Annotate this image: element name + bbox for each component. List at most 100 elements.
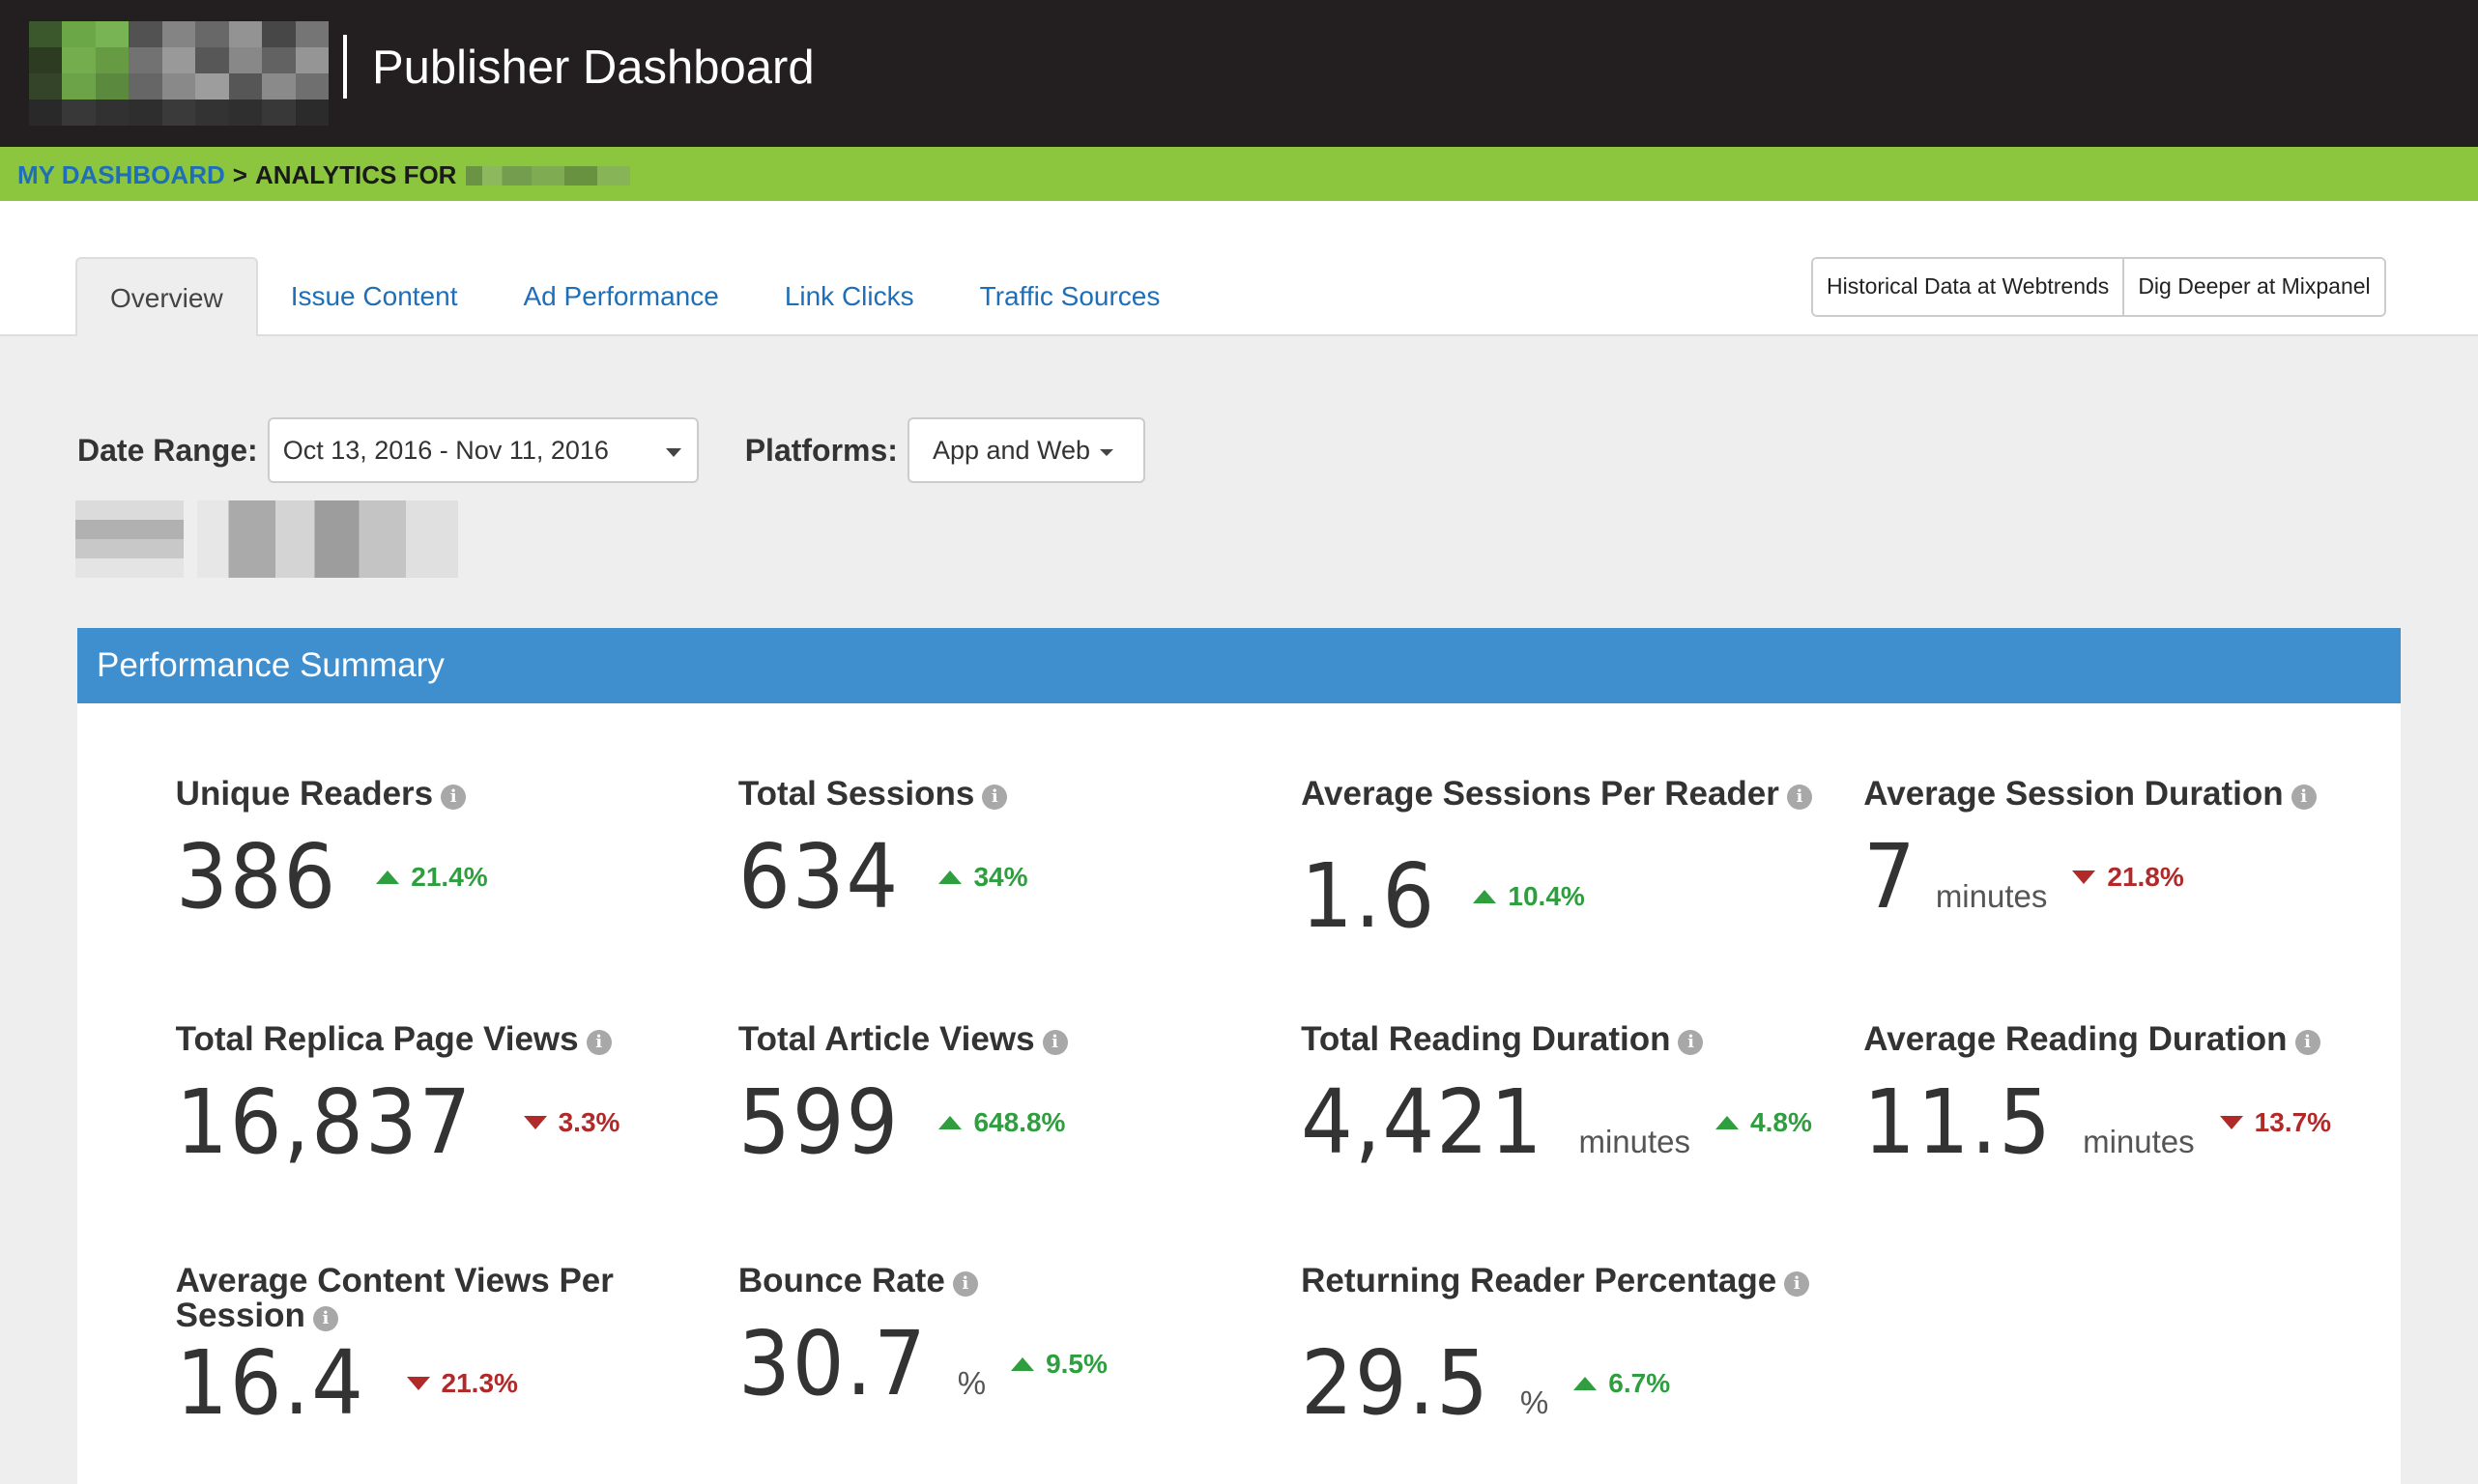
top-header: Publisher Dashboard [0,0,2478,147]
metric-label: Average Session Duration i [1863,777,2385,812]
metric-change-value: 10.4% [1508,880,1585,911]
breadcrumb-bar: MY DASHBOARD > ANALYTICS FOR [0,147,2478,201]
triangle-down-icon [406,1376,430,1390]
metric-change: 4.8% [1715,1107,1812,1138]
metric-change: 10.4% [1473,880,1585,912]
breadcrumb-home-link[interactable]: MY DASHBOARD [17,160,225,189]
logo-pixel [195,21,229,47]
redacted-publication-name [466,165,631,186]
logo-pixel [62,100,96,126]
redacted-block [197,500,458,578]
metric-label-text: Total Replica Page Views [175,1020,579,1058]
app-title: Publisher Dashboard [372,42,815,94]
logo-pixel [29,100,63,126]
metric-change: 9.5% [1011,1349,1108,1380]
tab-traffic-sources[interactable]: Traffic Sources [979,281,1161,311]
metric-value-row: 634 34% [738,825,1028,928]
triangle-up-icon [1011,1356,1035,1371]
info-circle-icon[interactable]: i [952,1271,978,1297]
metric-value-row: 16.4 21.3% [176,1331,518,1435]
logo-pixel [195,100,229,126]
metric-value: 1.6 [1301,844,1437,948]
logo-pixel [62,73,96,100]
metric-value-row: 7 minutes 21.8% [1863,825,2184,928]
metric-label: Total Replica Page Views i [176,1022,698,1057]
date-range-value: Oct 13, 2016 - Nov 11, 2016 [282,435,609,465]
metric-change-value: 13.7% [2254,1106,2332,1137]
info-circle-icon[interactable]: i [1784,1271,1810,1297]
platforms-label: Platforms: [744,432,898,468]
info-circle-icon[interactable]: i [312,1306,338,1331]
triangle-up-icon [1715,1115,1740,1129]
logo-pixel [95,73,130,100]
logo-pixel [62,21,96,47]
caret-down-icon [1100,448,1114,456]
metric-change-value: 34% [973,861,1028,892]
metric-value-row: 1.6 10.4% [1301,844,1585,948]
tab-issue-content[interactable]: Issue Content [290,281,458,311]
metric-value-row: 16,837 3.3% [176,1070,620,1174]
logo-pixel [29,47,63,73]
metric-label-text: Returning Reader Percentage [1301,1262,1777,1299]
metric-change-value: 21.8% [2107,861,2184,892]
metric-value: 16,837 [175,1070,473,1174]
info-circle-icon[interactable]: i [2291,785,2317,810]
metric-value: 16.4 [175,1331,365,1435]
metric-value: 11.5 [1863,1070,2054,1174]
logo-pixel [95,21,130,47]
info-circle-icon[interactable]: i [1786,785,1812,810]
metric-change-value: 6.7% [1608,1367,1671,1398]
info-circle-icon[interactable]: i [982,785,1008,810]
date-range-label: Date Range: [77,432,258,468]
triangle-up-icon [1473,889,1497,903]
mixpanel-button[interactable]: Dig Deeper at Mixpanel [2122,259,2384,315]
info-circle-icon[interactable]: i [441,785,467,810]
webtrends-button[interactable]: Historical Data at Webtrends [1813,259,2123,315]
redacted-block [75,500,184,578]
info-circle-icon[interactable]: i [586,1030,612,1055]
metric-unit: minutes [1578,1124,1691,1159]
metric-change: 6.7% [1573,1368,1670,1399]
metric-change: 21.3% [406,1367,518,1399]
metric-label: Bounce Rate i [738,1264,1260,1298]
date-range-select[interactable]: Oct 13, 2016 - Nov 11, 2016 [267,417,699,483]
logo-pixel [262,21,296,47]
metric-change-value: 648.8% [973,1106,1066,1137]
info-circle-icon[interactable]: i [1042,1030,1068,1055]
logo-pixel [295,100,329,126]
metric-value-row: 4,421 minutes 4.8% [1301,1070,1812,1174]
metric-card: Average Content Views Per Session i 16.4 21… [176,1264,698,1457]
performance-summary-panel: Performance Summary Unique Readers i 386 21… [77,628,2401,1484]
triangle-down-icon [2072,870,2096,884]
tab-ad-performance[interactable]: Ad Performance [523,281,719,311]
metric-card: Average Sessions Per Reader i 1.6 10.4% [1301,777,1823,970]
metric-label: Average Content Views Per Session i [176,1264,698,1333]
metric-value: 634 [737,825,900,928]
info-circle-icon[interactable]: i [1678,1030,1704,1055]
info-circle-icon[interactable]: i [2294,1030,2320,1055]
metric-card: Average Session Duration i 7 minutes 21.8% [1863,777,2385,970]
logo-pixel [95,100,130,126]
triangle-up-icon [1573,1376,1598,1390]
metric-card: Returning Reader Percentage i 29.5% 6.7% [1301,1264,1823,1457]
publisher-logo[interactable] [29,21,329,126]
triangle-down-icon [2219,1115,2243,1129]
logo-pixel [129,47,162,73]
platforms-dropdown[interactable]: App and Web [907,417,1145,483]
metric-label: Total Reading Duration i [1301,1022,1823,1057]
triangle-up-icon [376,870,400,884]
metric-change-value: 21.3% [441,1367,518,1398]
metric-change: 21.8% [2072,861,2184,893]
metric-change: 34% [938,861,1028,893]
metric-unit: % [1519,1384,1549,1420]
tab-link-clicks[interactable]: Link Clicks [784,281,914,311]
logo-pixel [228,100,263,126]
metric-label: Average Reading Duration i [1863,1022,2385,1057]
logo-pixel [228,73,263,100]
metric-value: 7 [1863,825,1917,928]
tabs: Overview Issue Content Ad Performance Li… [75,257,1193,336]
metric-unit: minutes [1935,878,2048,914]
logo-pixel [62,47,96,73]
tab-overview[interactable]: Overview [75,257,258,336]
triangle-down-icon [523,1115,547,1129]
